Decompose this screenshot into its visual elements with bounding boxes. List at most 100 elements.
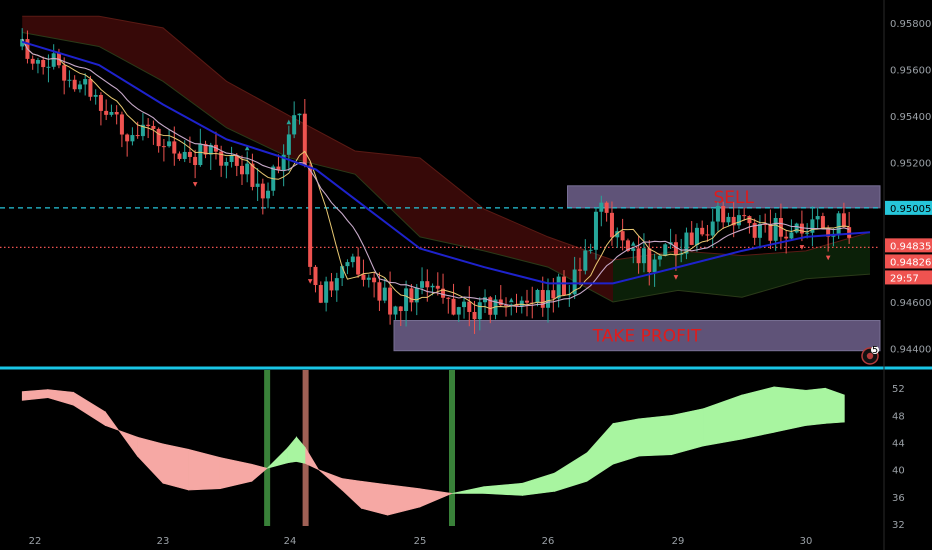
candle-countdown: 29:57 <box>890 273 919 284</box>
cloud-segment <box>226 81 290 158</box>
candle-body <box>514 304 519 306</box>
candle-body <box>156 128 161 147</box>
candle-body <box>705 234 710 236</box>
oscillator-tick-label: 44 <box>892 439 905 450</box>
candle-body <box>104 110 109 115</box>
candle-body <box>409 288 414 303</box>
candle-body <box>657 255 662 260</box>
moving-average-slow <box>21 40 871 285</box>
candle-body <box>398 306 403 312</box>
candle-body <box>636 248 641 264</box>
price-badge-bid: 0.94835 <box>890 241 931 252</box>
candle-body <box>799 223 804 234</box>
candle-body <box>30 58 35 64</box>
oscillator-pane[interactable] <box>21 370 845 526</box>
candle-body <box>768 224 773 241</box>
candle-body <box>477 302 482 320</box>
candle-body <box>561 276 566 296</box>
oscillator-band <box>305 446 320 471</box>
sell-signal-arrow: ▼ <box>308 278 313 285</box>
candle-body <box>172 141 177 154</box>
candle-body <box>689 232 694 245</box>
svg-text:5: 5 <box>872 345 878 356</box>
candle-body <box>83 79 88 85</box>
candle-body <box>625 240 630 251</box>
candle-body <box>393 306 398 315</box>
candle-body <box>67 79 72 81</box>
candle-body <box>140 124 145 137</box>
candle-body <box>245 163 250 175</box>
candle-body <box>177 153 182 159</box>
candle-body <box>281 154 286 171</box>
cloud-span-b <box>22 32 871 303</box>
candle-body <box>219 151 224 166</box>
cloud-segment <box>742 250 806 298</box>
candle-body <box>773 218 778 241</box>
candle-body <box>535 289 540 303</box>
candle-body <box>420 281 425 288</box>
candle-body <box>631 248 636 251</box>
candle-body <box>313 266 318 286</box>
candle-body <box>119 114 124 135</box>
candle-body <box>710 221 715 236</box>
candle-body <box>372 277 377 283</box>
candle-body <box>456 307 461 315</box>
price-pane[interactable]: SELL TAKE PROFIT ▼ ▲ ▲ ▼ ▲ ▲ ▼ ▼ ▼ <box>0 15 881 352</box>
candle-body <box>297 113 302 116</box>
candle-body <box>467 301 472 312</box>
sell-signal-arrow: ▼ <box>674 274 679 281</box>
candle-body <box>599 202 604 212</box>
candle-body <box>583 250 588 271</box>
candle-body <box>318 285 323 303</box>
candle-body <box>377 282 382 301</box>
candle-body <box>694 227 699 245</box>
moving-average-mid <box>21 38 850 308</box>
candle-body <box>763 223 768 225</box>
x-tick-label: 30 <box>800 536 813 547</box>
candle-body <box>260 183 265 199</box>
candle-body <box>588 249 593 251</box>
price-badge-level-bg <box>885 200 932 215</box>
candle-body <box>161 146 166 148</box>
candle-body <box>35 60 40 64</box>
price-badge-bid-bg <box>885 238 932 253</box>
candle-body <box>604 202 609 213</box>
candle-body <box>462 301 467 308</box>
price-badges: 0.95005 0.94835 0.94826 29:57 <box>885 200 932 285</box>
candle-body <box>684 232 689 254</box>
cloud-segment <box>806 232 870 279</box>
oscillator-band <box>612 418 640 465</box>
candle-body <box>46 66 51 68</box>
candle-body <box>229 155 234 162</box>
candle-body <box>504 305 509 307</box>
candle-body <box>519 300 524 306</box>
x-tick-label: 26 <box>542 536 555 547</box>
cloud-span-a <box>22 15 871 261</box>
candle-body <box>167 141 172 147</box>
candle-body <box>700 227 705 235</box>
candle-body <box>715 206 720 222</box>
candle-body <box>151 125 156 129</box>
candle-body <box>815 216 820 220</box>
candle-body <box>356 256 361 275</box>
candle-body <box>483 297 488 303</box>
settings-icon[interactable]: 5 <box>861 345 879 365</box>
candle-body <box>847 227 852 238</box>
candle-body <box>125 134 130 142</box>
candle-body <box>234 155 239 166</box>
candle-body <box>641 248 646 264</box>
oscillator-band <box>251 463 268 482</box>
candle-body <box>193 156 198 166</box>
candle-body <box>382 287 387 301</box>
candle-body <box>673 242 678 255</box>
zone-label: TAKE PROFIT <box>592 327 702 347</box>
candle-body <box>224 161 229 166</box>
signal-bar-bull <box>264 370 271 526</box>
sell-signal-arrow: ▼ <box>193 181 198 188</box>
oscillator-band <box>162 443 189 491</box>
candle-body <box>446 297 451 299</box>
candle-body <box>540 289 545 308</box>
oscillator-tick-label: 40 <box>892 466 905 477</box>
candle-body <box>721 206 726 223</box>
